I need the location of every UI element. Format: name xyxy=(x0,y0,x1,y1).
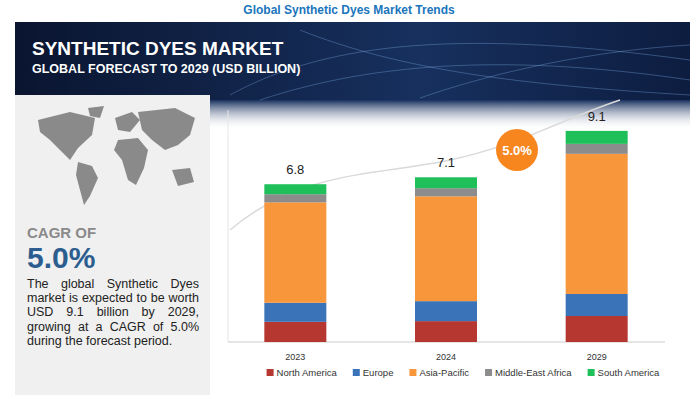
banner-streak xyxy=(260,65,690,100)
continent xyxy=(172,168,194,186)
legend: North America Europe Asia-Pacific Middle-Ea… xyxy=(267,367,661,378)
bar-segment xyxy=(415,196,477,301)
cagr-value: 5.0% xyxy=(27,241,95,274)
banner-streak xyxy=(300,30,690,95)
continent xyxy=(38,112,95,160)
bars xyxy=(264,131,627,342)
page-heading: Global Synthetic Dyes Market Trends xyxy=(243,3,455,17)
legend-swatch xyxy=(353,369,360,376)
bar-segment xyxy=(264,184,326,194)
cagr-bubble-text: 5.0% xyxy=(502,143,532,158)
continent xyxy=(88,106,104,118)
chart-title: SYNTHETIC DYES MARKET xyxy=(32,38,284,59)
bar-segment xyxy=(566,131,628,144)
legend-label: Asia-Pacific xyxy=(419,367,469,378)
x-tick-label: 2029 xyxy=(587,352,607,362)
total-label: 6.8 xyxy=(286,162,304,177)
bar-segment xyxy=(264,194,326,202)
bar-segment xyxy=(415,321,477,342)
bar-segment xyxy=(415,301,477,321)
legend-swatch xyxy=(588,369,595,376)
y-axis-line xyxy=(228,110,229,342)
legend-label: Europe xyxy=(363,367,394,378)
continent xyxy=(115,112,140,132)
banner-streak xyxy=(420,45,690,98)
legend-swatch xyxy=(409,369,416,376)
legend-swatch xyxy=(267,369,274,376)
side-panel xyxy=(15,95,210,395)
continent xyxy=(138,108,195,150)
bar-segment xyxy=(264,303,326,322)
bar-segment xyxy=(566,316,628,342)
banner xyxy=(15,22,690,100)
legend-swatch xyxy=(485,369,492,376)
bar-segment xyxy=(264,202,326,302)
x-tick-label: 2023 xyxy=(285,352,305,362)
cagr-bubble: 5.0% xyxy=(496,129,538,171)
legend-label: North America xyxy=(277,367,338,378)
bar-segment xyxy=(566,294,628,316)
cagr-bubble-circle xyxy=(496,129,538,171)
legend-label: South America xyxy=(598,367,660,378)
legend-label: Middle-East Africa xyxy=(495,367,572,378)
banner-fade xyxy=(210,100,690,130)
total-label: 9.1 xyxy=(588,109,606,124)
x-tick-label: 2024 xyxy=(436,352,456,362)
cagr-label: CAGR OF xyxy=(27,224,96,241)
summary-text: The global Synthetic Dyes market is expe… xyxy=(27,277,199,348)
bar-segment xyxy=(566,144,628,154)
continent xyxy=(114,138,148,185)
total-label: 7.1 xyxy=(437,155,455,170)
world-map xyxy=(38,106,195,205)
bar-segment xyxy=(415,177,477,188)
bar-segment xyxy=(415,188,477,196)
bar-segment xyxy=(264,322,326,342)
bar-segment xyxy=(566,154,628,294)
chart-subtitle: GLOBAL FORECAST TO 2029 (USD BILLION) xyxy=(32,62,300,76)
continent xyxy=(76,162,98,205)
